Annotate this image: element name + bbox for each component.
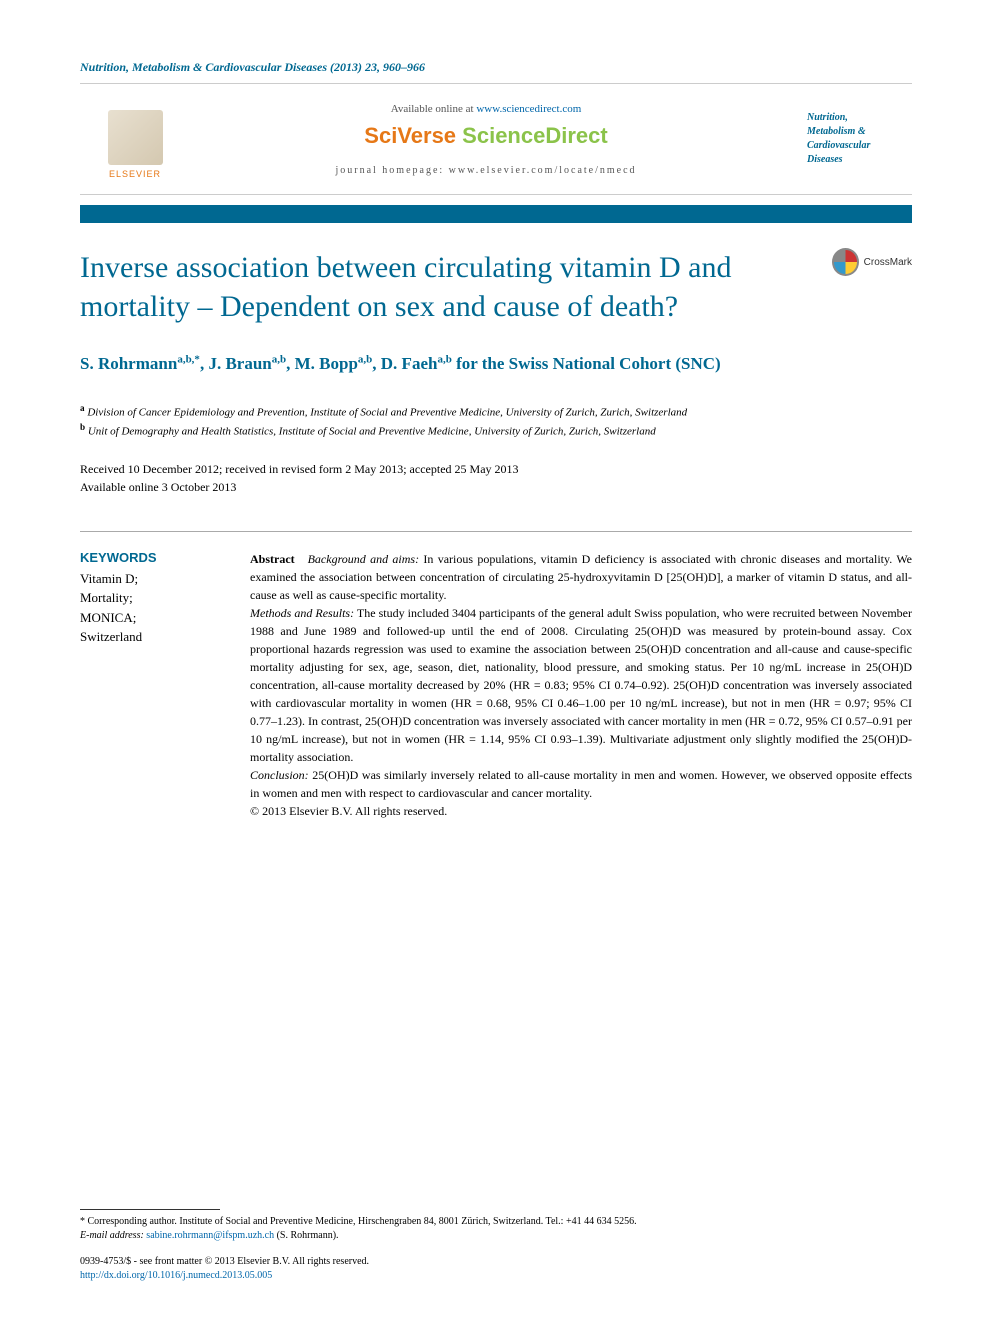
sciverse-text-orange: SciVerse <box>364 123 462 148</box>
journal-citation: Nutrition, Metabolism & Cardiovascular D… <box>80 60 912 75</box>
crossmark-badge[interactable]: CrossMark <box>832 248 912 276</box>
abstract-column: Abstract Background and aims: In various… <box>250 550 912 820</box>
keyword-3: MONICA; <box>80 608 220 628</box>
cover-line-2: Metabolism & <box>807 125 887 139</box>
issn-line: 0939-4753/$ - see front matter © 2013 El… <box>80 1255 912 1269</box>
homepage-prefix: journal homepage: <box>335 165 448 176</box>
affiliation-b: b Unit of Demography and Health Statisti… <box>80 421 912 440</box>
author-2: , J. Braun <box>200 354 272 373</box>
header-center: Available online at www.sciencedirect.co… <box>170 103 802 176</box>
author-2-sup: a,b <box>272 353 286 365</box>
conclusion-text: 25(OH)D was similarly inversely related … <box>250 768 912 800</box>
affiliations: a Division of Cancer Epidemiology and Pr… <box>80 402 912 440</box>
homepage-url[interactable]: www.elsevier.com/locate/nmecd <box>449 165 637 176</box>
copyright-text: © 2013 Elsevier B.V. All rights reserved… <box>250 804 447 818</box>
keyword-1: Vitamin D; <box>80 569 220 589</box>
email-link[interactable]: sabine.rohrmann@ifspm.uzh.ch <box>146 1230 274 1241</box>
aff-b-text: Unit of Demography and Health Statistics… <box>85 425 656 437</box>
available-date: Available online 3 October 2013 <box>80 478 912 496</box>
email-line: E-mail address: sabine.rohrmann@ifspm.uz… <box>80 1229 912 1243</box>
teal-divider-bar <box>80 205 912 223</box>
affiliation-a: a Division of Cancer Epidemiology and Pr… <box>80 402 912 421</box>
elsevier-logo: ELSEVIER <box>100 99 170 179</box>
crossmark-icon <box>832 248 859 276</box>
journal-homepage: journal homepage: www.elsevier.com/locat… <box>170 165 802 176</box>
cover-line-1: Nutrition, <box>807 111 887 125</box>
author-3: , M. Bopp <box>286 354 358 373</box>
corresponding-author: * Corresponding author. Institute of Soc… <box>80 1215 912 1229</box>
authors-line: S. Rohrmanna,b,*, J. Brauna,b, M. Boppa,… <box>80 351 912 377</box>
email-label: E-mail address: <box>80 1230 146 1241</box>
author-1: S. Rohrmann <box>80 354 177 373</box>
doi-link[interactable]: http://dx.doi.org/10.1016/j.numecd.2013.… <box>80 1270 272 1281</box>
cover-line-3: Cardiovascular Diseases <box>807 139 887 167</box>
author-4-sup: a,b <box>437 353 451 365</box>
sciverse-logo: SciVerse ScienceDirect <box>364 123 607 149</box>
author-4: , D. Faeh <box>372 354 437 373</box>
footnotes: * Corresponding author. Institute of Soc… <box>80 1209 912 1283</box>
sciencedirect-link[interactable]: www.sciencedirect.com <box>476 103 581 115</box>
journal-cover: Nutrition, Metabolism & Cardiovascular D… <box>802 106 892 172</box>
elsevier-label: ELSEVIER <box>109 169 161 179</box>
crossmark-label: CrossMark <box>864 257 912 268</box>
background-label: Background and aims: <box>308 552 420 566</box>
keyword-2: Mortality; <box>80 588 220 608</box>
email-suffix: (S. Rohrmann). <box>274 1230 338 1241</box>
available-prefix: Available online at <box>391 103 477 115</box>
content-row: KEYWORDS Vitamin D; Mortality; MONICA; S… <box>80 531 912 820</box>
conclusion-label: Conclusion: <box>250 768 309 782</box>
footnote-rule <box>80 1209 220 1210</box>
keywords-list: Vitamin D; Mortality; MONICA; Switzerlan… <box>80 569 220 647</box>
keywords-column: KEYWORDS Vitamin D; Mortality; MONICA; S… <box>80 550 220 820</box>
publication-dates: Received 10 December 2012; received in r… <box>80 460 912 496</box>
sciverse-text-green: ScienceDirect <box>462 123 608 148</box>
author-suffix: for the Swiss National Cohort (SNC) <box>452 354 721 373</box>
methods-text: The study included 3404 participants of … <box>250 606 912 764</box>
methods-label: Methods and Results: <box>250 606 354 620</box>
title-section: Inverse association between circulating … <box>80 248 912 326</box>
author-3-sup: a,b <box>358 353 372 365</box>
elsevier-tree-icon <box>108 110 163 165</box>
available-online-text: Available online at www.sciencedirect.co… <box>170 103 802 115</box>
aff-a-text: Division of Cancer Epidemiology and Prev… <box>85 406 688 418</box>
keywords-heading: KEYWORDS <box>80 550 220 565</box>
doi-line: http://dx.doi.org/10.1016/j.numecd.2013.… <box>80 1269 912 1283</box>
received-date: Received 10 December 2012; received in r… <box>80 460 912 478</box>
keyword-4: Switzerland <box>80 627 220 647</box>
author-1-sup: a,b,* <box>177 353 200 365</box>
article-title: Inverse association between circulating … <box>80 248 760 326</box>
abstract-label: Abstract <box>250 552 295 566</box>
header-box: ELSEVIER Available online at www.science… <box>80 83 912 195</box>
